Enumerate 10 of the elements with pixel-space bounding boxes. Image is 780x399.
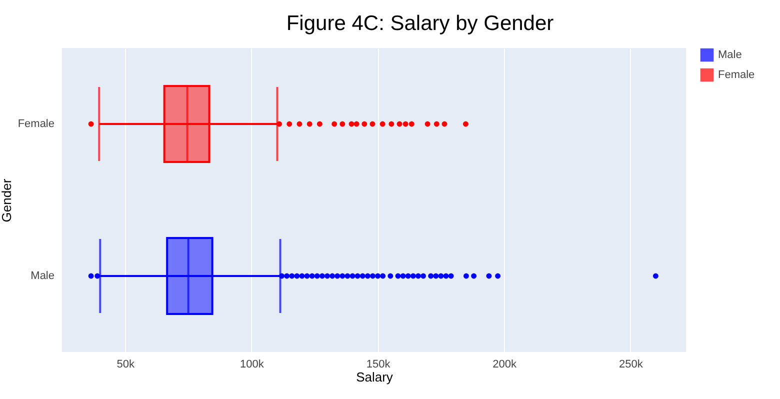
chart-title: Figure 4C: Salary by Gender <box>286 12 554 35</box>
x-tick-label: 100k <box>240 358 264 370</box>
legend-label: Male <box>718 49 742 61</box>
x-tick-label: 200k <box>492 358 518 370</box>
x-axis-title: Salary <box>356 370 394 384</box>
legend-label: Female <box>718 69 755 81</box>
x-tick-label: 50k <box>116 358 136 370</box>
x-tick-label: 150k <box>366 358 391 370</box>
y-axis-title: Gender <box>0 178 14 222</box>
x-tick-label: 250k <box>618 358 644 370</box>
